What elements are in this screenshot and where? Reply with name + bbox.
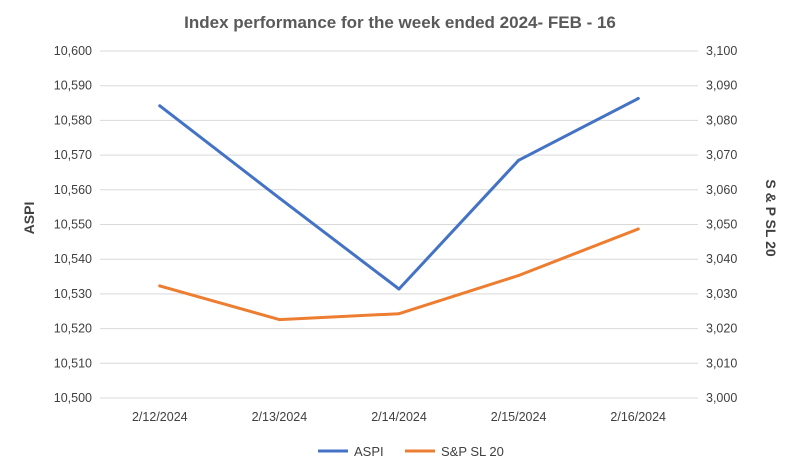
left-tick-label: 10,510 — [54, 356, 92, 370]
data-point — [158, 284, 162, 288]
data-point — [636, 97, 640, 101]
right-tick-label: 3,040 — [706, 252, 737, 266]
left-tick-label: 10,560 — [54, 183, 92, 197]
left-tick-label: 10,580 — [54, 113, 92, 127]
legend-label-aspi: ASPI — [354, 444, 384, 459]
right-tick-label: 3,020 — [706, 322, 737, 336]
left-tick-label: 10,550 — [54, 218, 92, 232]
left-tick-label: 10,600 — [54, 44, 92, 58]
right-tick-label: 3,080 — [706, 113, 737, 127]
right-tick-label: 3,070 — [706, 148, 737, 162]
left-axis-ticks: 10,500 10,510 10,520 10,530 10,540 10,550 10,5… — [54, 44, 92, 405]
chart-title: Index performance for the week ended 202… — [184, 13, 616, 32]
left-tick-label: 10,500 — [54, 391, 92, 405]
x-axis-ticks: 2/12/2024 2/13/2024 2/14/2024 2/15/2024 2/16… — [132, 410, 666, 424]
legend: ASPI S&P SL 20 — [318, 444, 504, 459]
series-lines — [158, 97, 640, 322]
x-tick-label: 2/16/2024 — [610, 410, 666, 424]
gridlines — [100, 50, 698, 399]
data-point — [397, 287, 401, 291]
left-tick-label: 10,520 — [54, 322, 92, 336]
right-tick-label: 3,030 — [706, 287, 737, 301]
left-axis-title: ASPI — [21, 202, 37, 235]
data-point — [517, 158, 521, 162]
right-axis-ticks: 3,000 3,010 3,020 3,030 3,040 3,050 3,060 3,070… — [706, 44, 737, 405]
right-tick-label: 3,060 — [706, 183, 737, 197]
data-point — [277, 196, 281, 200]
right-tick-label: 3,000 — [706, 391, 737, 405]
x-tick-label: 2/12/2024 — [132, 410, 188, 424]
data-point — [636, 227, 640, 231]
legend-label-spsl20: S&P SL 20 — [441, 444, 504, 459]
x-tick-label: 2/13/2024 — [252, 410, 308, 424]
left-tick-label: 10,530 — [54, 287, 92, 301]
data-point — [158, 104, 162, 108]
right-tick-label: 3,090 — [706, 79, 737, 93]
right-tick-label: 3,050 — [706, 218, 737, 232]
left-tick-label: 10,540 — [54, 252, 92, 266]
data-point — [397, 312, 401, 316]
right-axis-title: S & P SL 20 — [763, 179, 779, 257]
x-tick-label: 2/15/2024 — [491, 410, 547, 424]
series-line-aspi — [158, 97, 640, 291]
data-point — [517, 274, 521, 278]
right-tick-label: 3,100 — [706, 44, 737, 58]
data-point — [277, 318, 281, 322]
x-tick-label: 2/14/2024 — [371, 410, 427, 424]
series-line-spsl20 — [158, 227, 640, 322]
left-tick-label: 10,590 — [54, 79, 92, 93]
right-tick-label: 3,010 — [706, 356, 737, 370]
left-tick-label: 10,570 — [54, 148, 92, 162]
